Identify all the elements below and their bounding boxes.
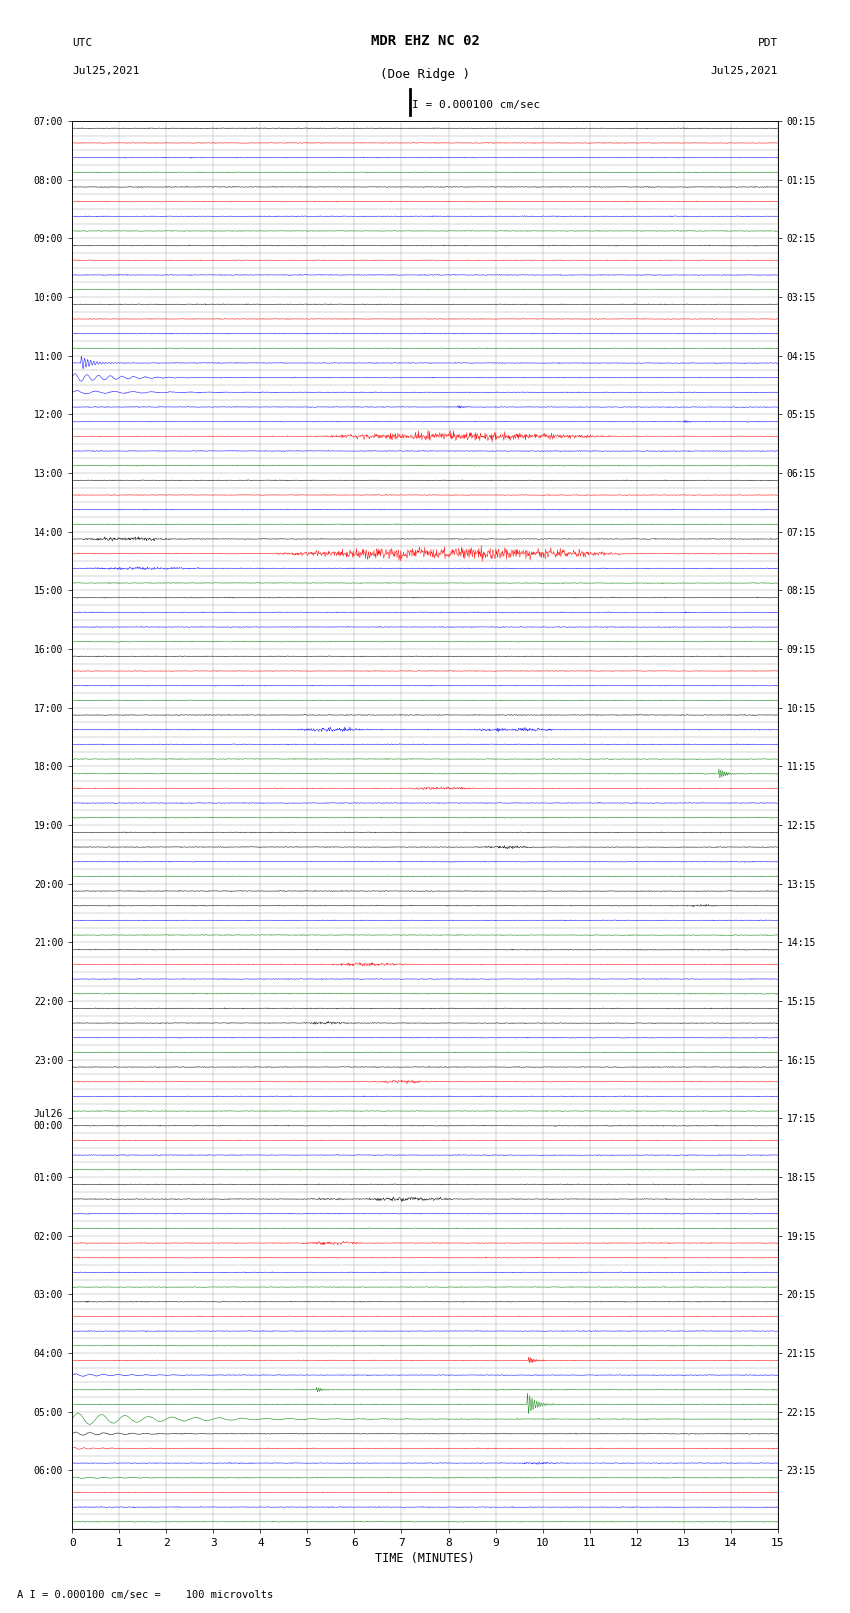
Text: UTC: UTC	[72, 39, 93, 48]
Text: I = 0.000100 cm/sec: I = 0.000100 cm/sec	[412, 100, 541, 110]
Text: (Doe Ridge ): (Doe Ridge )	[380, 68, 470, 81]
Text: Jul25,2021: Jul25,2021	[711, 66, 778, 76]
Text: PDT: PDT	[757, 39, 778, 48]
Text: Jul25,2021: Jul25,2021	[72, 66, 139, 76]
Text: A I = 0.000100 cm/sec =    100 microvolts: A I = 0.000100 cm/sec = 100 microvolts	[17, 1590, 273, 1600]
X-axis label: TIME (MINUTES): TIME (MINUTES)	[375, 1552, 475, 1565]
Text: MDR EHZ NC 02: MDR EHZ NC 02	[371, 34, 479, 48]
